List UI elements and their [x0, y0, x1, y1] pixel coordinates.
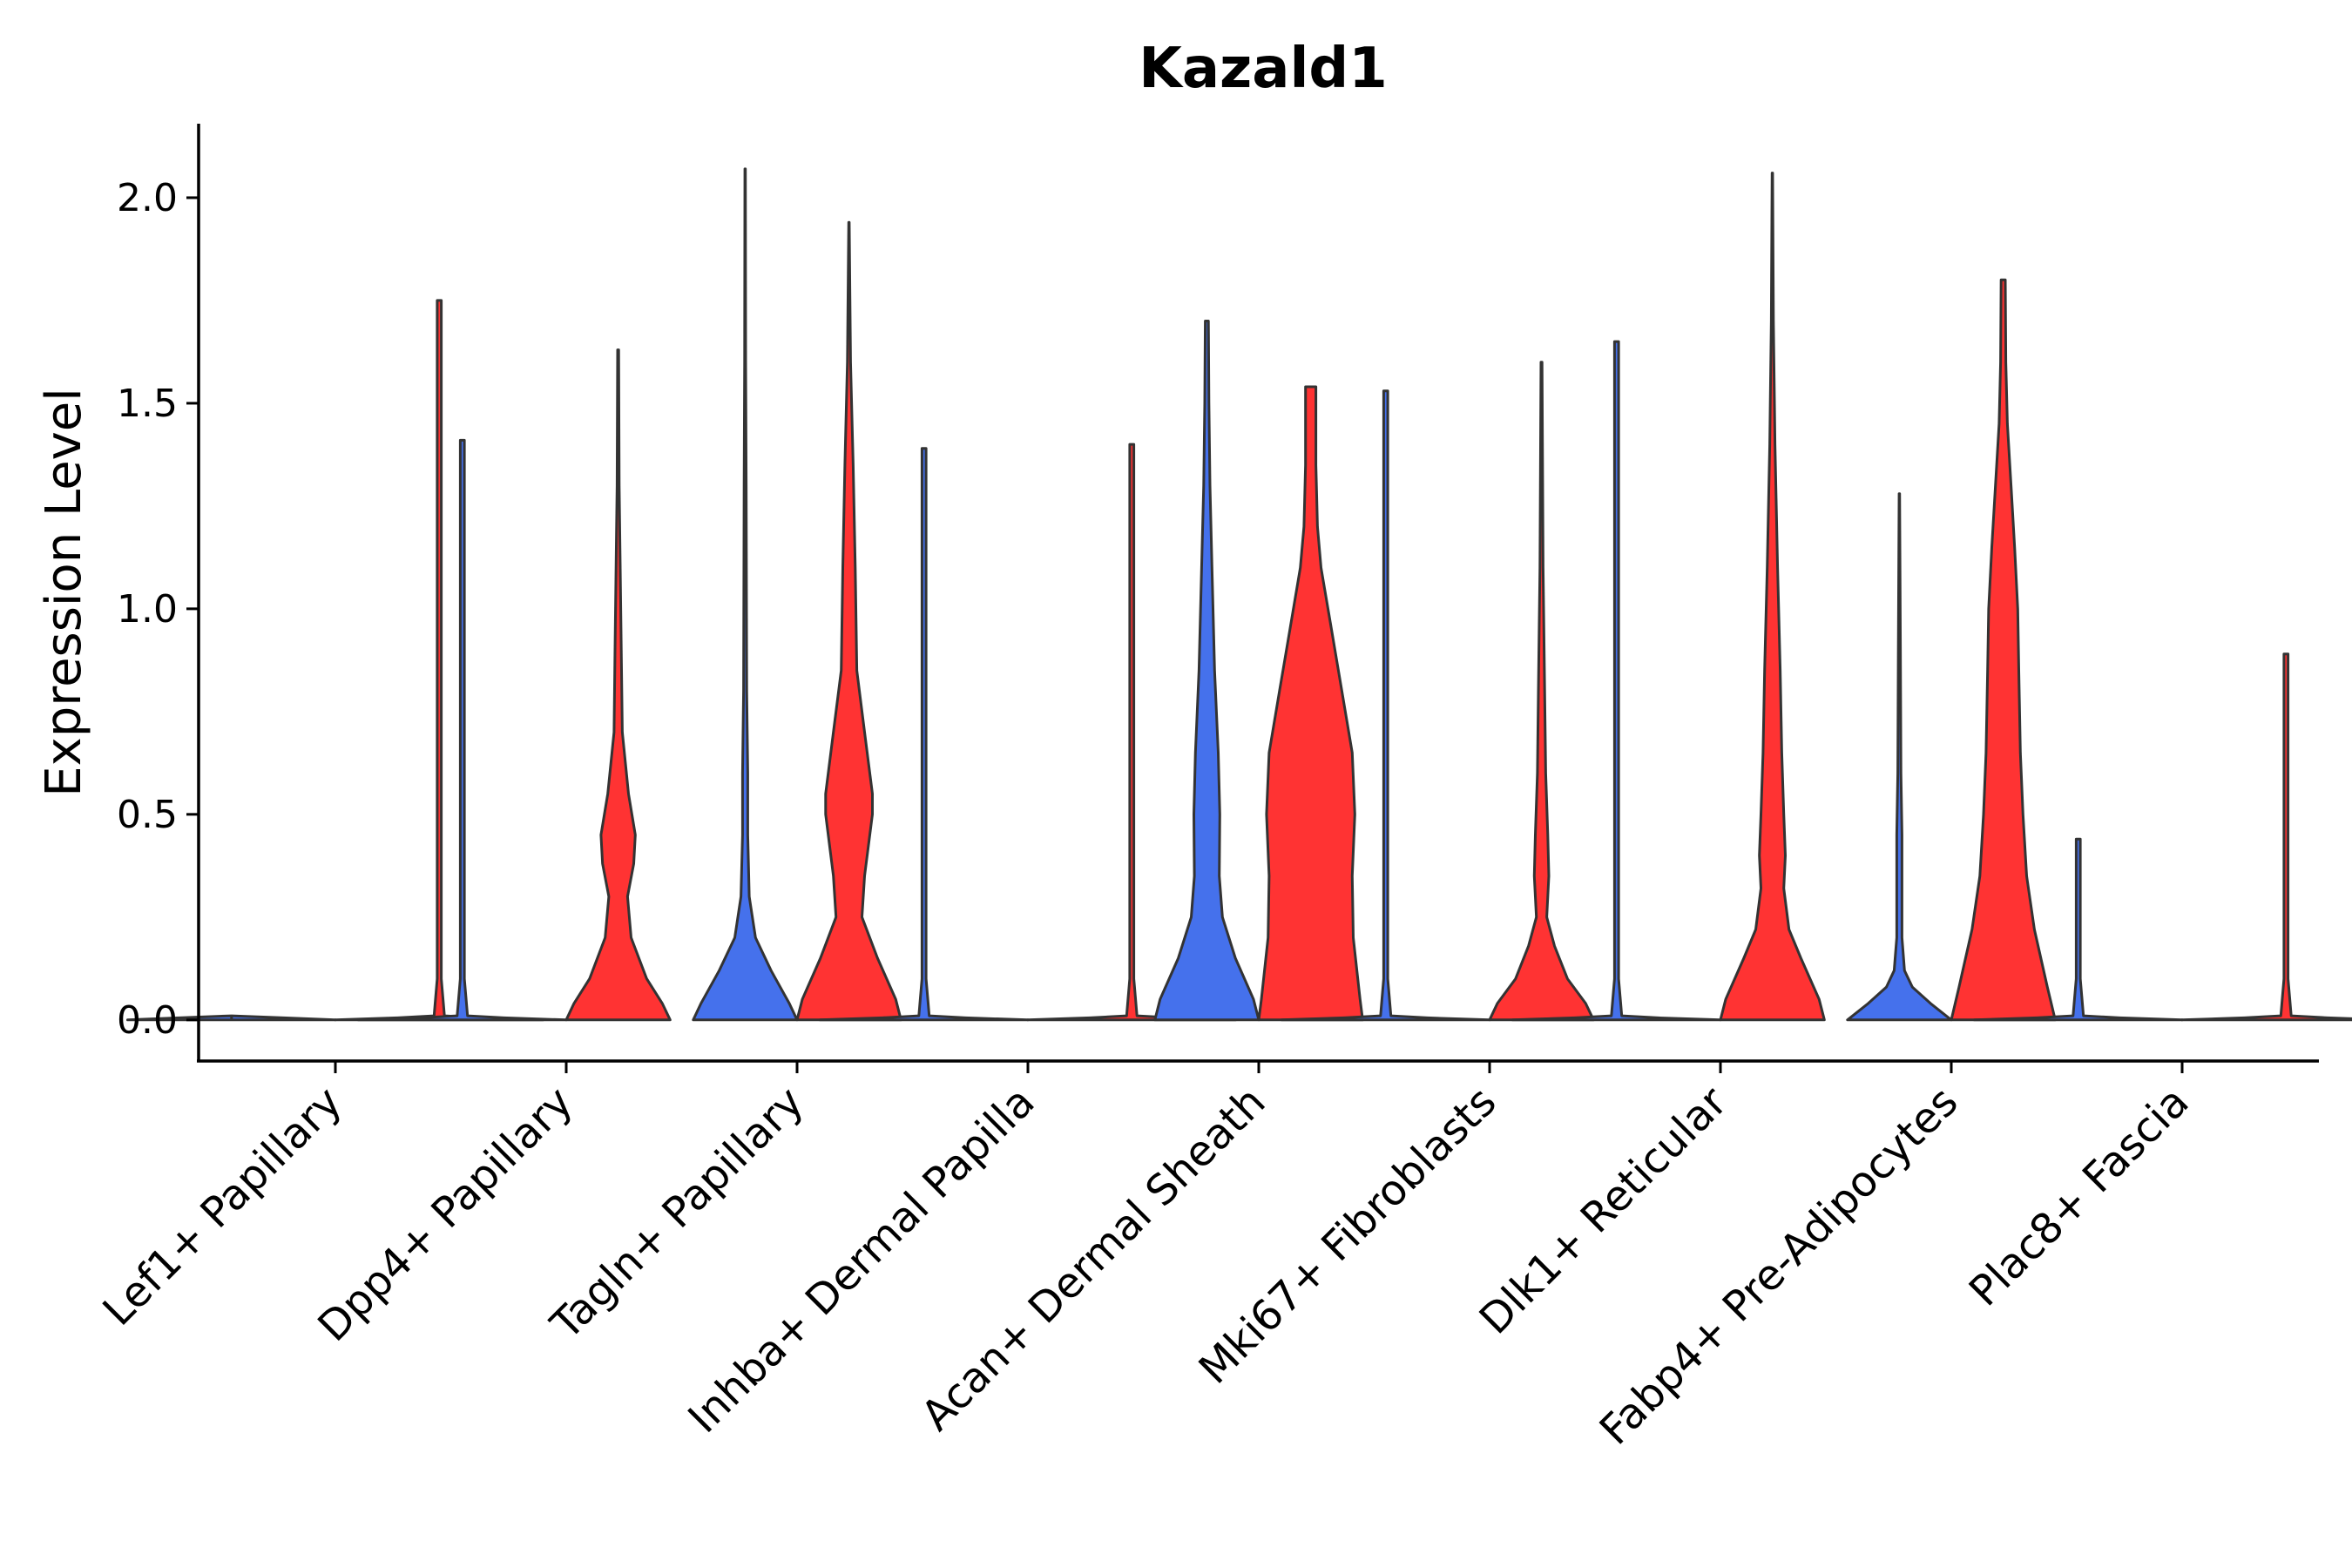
violin-inhba-dermal-papilla-right: [1026, 443, 1237, 1022]
violin-tagln-papillary-left: [692, 167, 799, 1022]
violin-tagln-papillary-right: [795, 220, 902, 1022]
violin-plac8-fascia-right: [2180, 652, 2352, 1022]
y-ticks: 0.0 0.5 1.0 1.5 2.0: [117, 176, 199, 1043]
x-tick-label-dpp4-papillary: Dpp4+ Papillary: [308, 1078, 582, 1351]
violin-dpp4-papillary-right: [564, 348, 672, 1022]
violin-inhba-dermal-papilla-left: [819, 447, 1030, 1022]
y-tick-label: 1.0: [117, 587, 178, 632]
violins-layer: [126, 167, 2352, 1022]
violin-dlk1-reticular-left: [1511, 340, 1722, 1022]
violin-fabp4-pre-adipocytes-left: [1846, 492, 1953, 1022]
x-tick-label-plac8-fascia: Plac8+ Fascia: [1960, 1078, 2199, 1316]
violin-lef1-papillary-right: [334, 299, 544, 1022]
violin-mki67-fibroblasts-right: [1488, 361, 1595, 1022]
chart-title: Kazald1: [1139, 37, 1388, 101]
y-tick-label: 0.0: [117, 998, 178, 1043]
violin-acan-dermal-sheath-left: [1153, 320, 1260, 1022]
violin-acan-dermal-sheath-right: [1257, 385, 1364, 1022]
y-tick-label: 2.0: [117, 176, 178, 220]
y-axis-label: Expression Level: [36, 388, 92, 797]
violin-fabp4-pre-adipocytes-right: [1950, 278, 2057, 1022]
y-tick-label: 0.5: [117, 793, 178, 837]
violin-plac8-fascia-left: [1973, 837, 2184, 1022]
x-tick-label-dlk1-reticular: Dlk1+ Reticular: [1470, 1078, 1737, 1344]
x-tick-label-tagln-papillary: Tagln+ Papillary: [541, 1078, 813, 1349]
y-tick-label: 1.5: [117, 382, 178, 426]
violin-mki67-fibroblasts-left: [1281, 389, 1491, 1022]
x-tick-label-lef1-papillary: Lef1+ Papillary: [94, 1078, 352, 1335]
violin-dlk1-reticular-right: [1719, 172, 1826, 1022]
violin-lef1-papillary-left: [126, 1014, 337, 1022]
violin-dpp4-papillary-left: [357, 438, 568, 1022]
